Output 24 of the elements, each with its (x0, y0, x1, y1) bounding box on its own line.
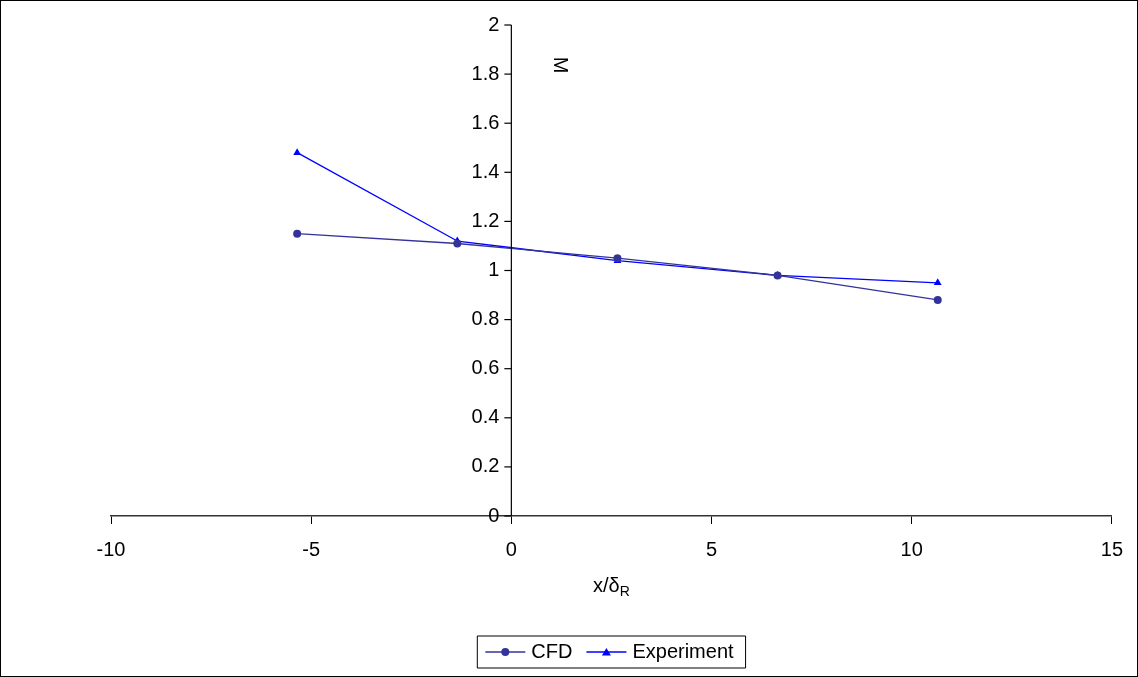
point (933, 295, 942, 304)
y-tick-label: 0.6 (471, 356, 500, 379)
y-axis-title: M (549, 56, 572, 74)
point (933, 278, 942, 286)
y-tick-label: 2 (488, 12, 500, 35)
y-tick-label: 0.4 (471, 405, 500, 428)
y-tick-label: 1 (488, 258, 500, 281)
x-tick-label: 15 (1100, 537, 1123, 560)
y-tick-label: 1.2 (471, 208, 500, 231)
y-tick-label: 1.6 (471, 110, 500, 133)
point (453, 239, 462, 248)
y-tick-label: 1.8 (471, 61, 500, 84)
x-tick-label: 10 (900, 537, 923, 560)
x-tick-label: 0 (505, 537, 517, 560)
point (293, 148, 302, 155)
y-tick-label: 1.4 (471, 159, 500, 182)
x-tick-label: -5 (302, 537, 321, 560)
y-tick-label: 0.2 (471, 454, 500, 477)
point (293, 229, 302, 238)
legend-label: CFD (531, 639, 573, 662)
y-tick-label: 0.8 (471, 307, 500, 330)
x-tick-label: -10 (96, 537, 126, 560)
legend-label: Experiment (632, 639, 735, 662)
x-tick-label: 5 (705, 537, 718, 560)
